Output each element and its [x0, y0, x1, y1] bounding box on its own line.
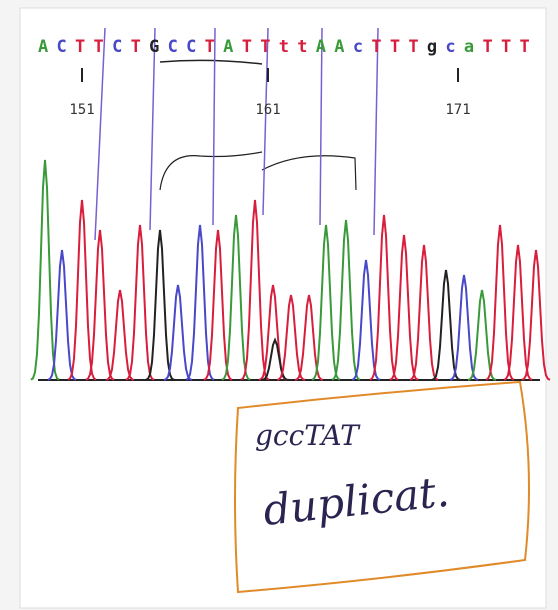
base-call: T — [94, 37, 104, 57]
base-call: A — [223, 37, 233, 57]
guide-line — [94, 27, 106, 241]
base-call: T — [131, 37, 141, 57]
base-call: T — [75, 37, 85, 57]
peak — [409, 244, 439, 381]
base-call: T — [501, 37, 511, 57]
bracket — [159, 59, 263, 65]
guide-line — [212, 27, 216, 226]
base-call: C — [112, 37, 122, 57]
note-line: gccTAT — [255, 419, 361, 452]
base-call: G — [149, 37, 159, 57]
peak — [369, 214, 399, 381]
peak — [521, 249, 551, 381]
base-call: T — [390, 37, 400, 57]
base-call: A — [316, 37, 326, 57]
guide-line — [149, 27, 156, 231]
note-box — [234, 380, 530, 594]
base-call: T — [371, 37, 381, 57]
peak — [467, 289, 497, 381]
guide-line — [262, 27, 269, 216]
base-call: T — [242, 37, 252, 57]
base-call: C — [57, 37, 67, 57]
peak — [260, 337, 290, 381]
peak — [351, 259, 381, 381]
peak — [163, 284, 193, 381]
base-call: t — [297, 37, 307, 57]
peak — [294, 294, 324, 381]
base-call: t — [279, 37, 289, 57]
peak — [311, 224, 341, 381]
base-call: A — [38, 37, 48, 57]
base-call: T — [482, 37, 492, 57]
peak — [85, 229, 115, 381]
handwritten-bracket — [159, 151, 357, 191]
position-label: 151 — [69, 102, 94, 118]
base-call: a — [464, 37, 474, 57]
peak — [331, 219, 361, 381]
peak — [389, 234, 419, 381]
base-call: T — [260, 37, 270, 57]
peak — [125, 224, 155, 381]
base-call: T — [205, 37, 215, 57]
guide-line — [373, 27, 379, 236]
base-call: T — [408, 37, 418, 57]
base-call: C — [186, 37, 196, 57]
base-call: A — [334, 37, 344, 57]
guide-line — [319, 27, 323, 226]
base-call: T — [519, 37, 529, 57]
base-call: C — [168, 37, 178, 57]
position-label: 161 — [255, 102, 280, 118]
paper — [19, 7, 547, 609]
base-call: g — [427, 37, 437, 57]
position-label: 171 — [445, 102, 470, 118]
base-call: c — [445, 37, 455, 57]
base-call: c — [353, 37, 363, 57]
